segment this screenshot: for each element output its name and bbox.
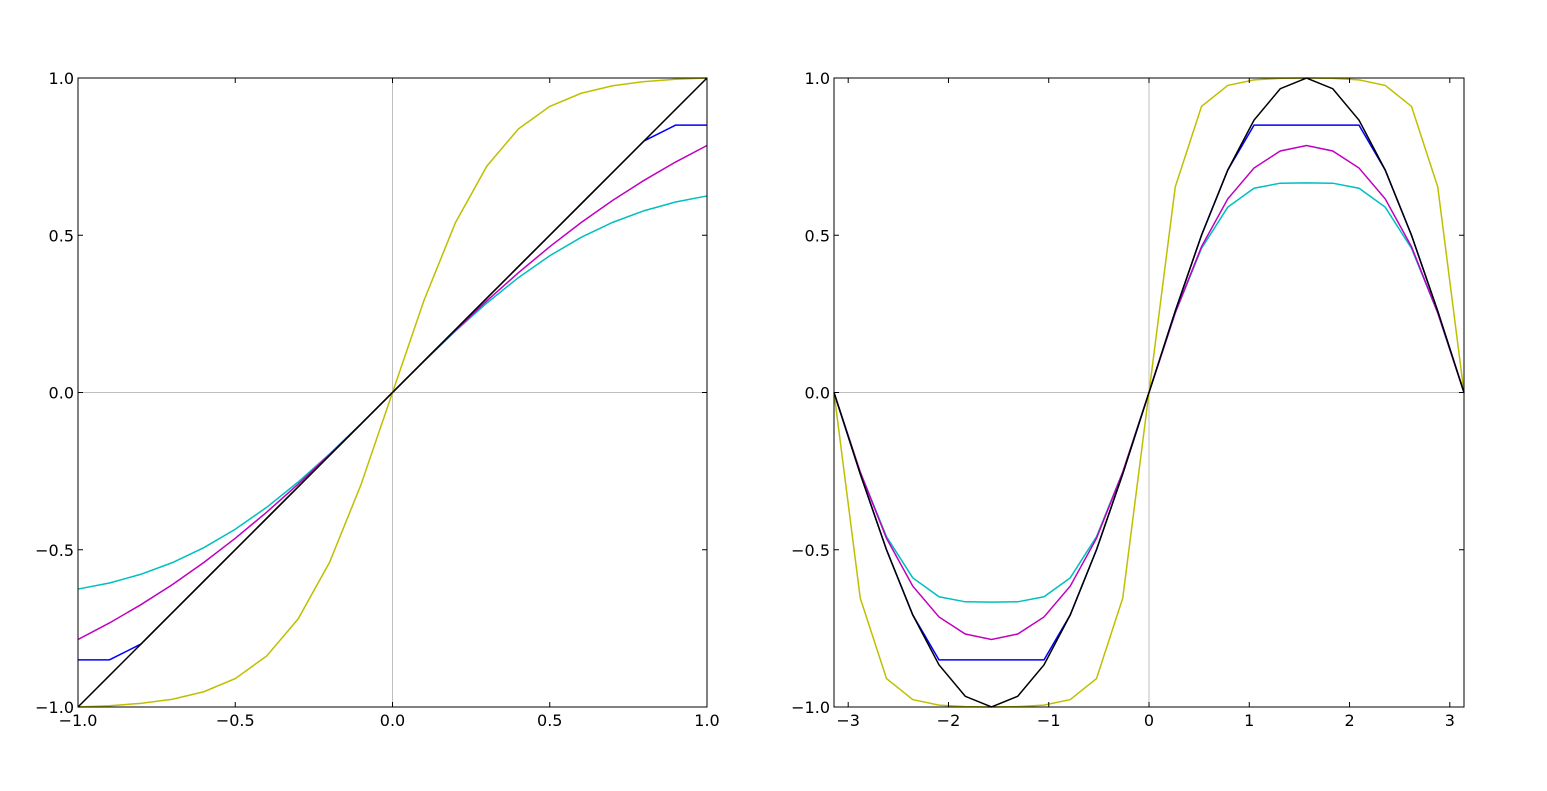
x-tick-label: 1.0 bbox=[694, 711, 719, 730]
y-tick-label: 1.0 bbox=[805, 69, 830, 88]
x-tick-label: 3 bbox=[1445, 711, 1455, 730]
x-tick-label: 0.0 bbox=[380, 711, 405, 730]
subplot: −3 −2 −1 0 1 2 3 −1.0 −0.5 0.0 0.5 1.0 bbox=[791, 69, 1465, 730]
x-tick-label: 2 bbox=[1344, 711, 1354, 730]
y-tick-label: −1.0 bbox=[35, 698, 74, 717]
y-tick-label: −0.5 bbox=[35, 541, 74, 560]
x-tick-label: 0 bbox=[1144, 711, 1154, 730]
subplot: −1.0 −0.5 0.0 0.5 1.0 −1.0 −0.5 0.0 0.5 1.0 bbox=[35, 69, 720, 730]
y-tick-label: 1.0 bbox=[49, 69, 74, 88]
y-tick-label: 0.5 bbox=[805, 226, 830, 245]
y-tick-label: 0.0 bbox=[805, 384, 830, 403]
series-line bbox=[77, 77, 708, 708]
x-tick-label: 1 bbox=[1244, 711, 1254, 730]
x-tick-label: −0.5 bbox=[216, 711, 255, 730]
x-tick-label: −2 bbox=[937, 711, 961, 730]
y-tick-label: −0.5 bbox=[791, 541, 830, 560]
y-tick-label: 0.5 bbox=[49, 226, 74, 245]
y-tick-label: −1.0 bbox=[791, 698, 830, 717]
x-tick-label: −1 bbox=[1037, 711, 1061, 730]
series-line bbox=[833, 77, 1465, 708]
x-tick-label: 0.5 bbox=[537, 711, 562, 730]
y-tick-label: 0.0 bbox=[49, 384, 74, 403]
x-tick-label: −1.0 bbox=[59, 711, 98, 730]
x-tick-label: −3 bbox=[836, 711, 860, 730]
